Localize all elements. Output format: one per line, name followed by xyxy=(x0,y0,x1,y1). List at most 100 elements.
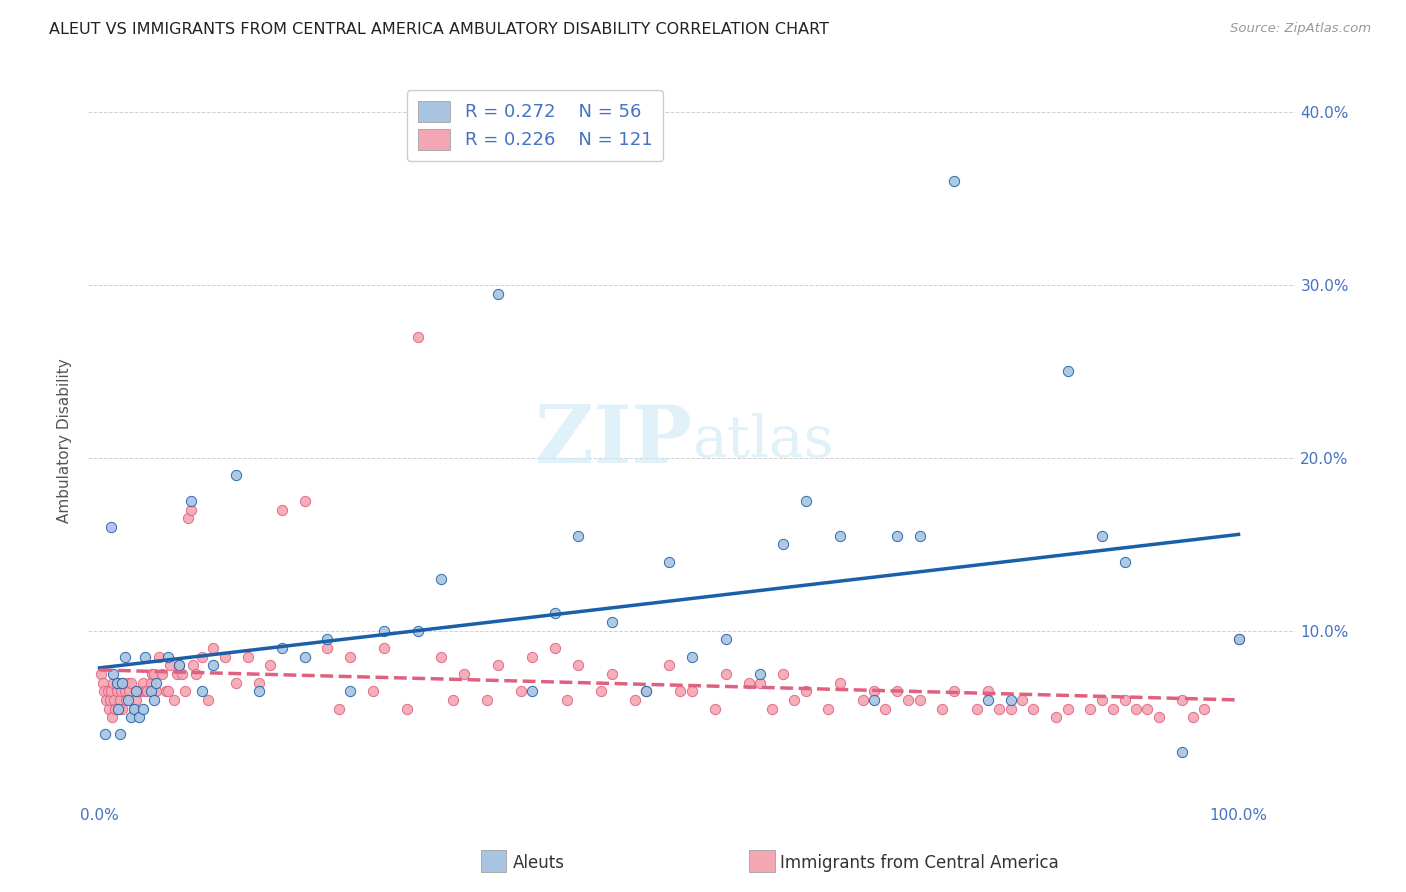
Point xyxy=(852,693,875,707)
Point xyxy=(156,649,179,664)
Point xyxy=(522,684,544,698)
Point xyxy=(145,684,167,698)
Point xyxy=(134,684,156,698)
Point xyxy=(105,675,128,690)
Point xyxy=(817,701,839,715)
Point xyxy=(155,684,177,698)
Point xyxy=(236,649,259,664)
Point xyxy=(114,649,136,664)
Point xyxy=(749,675,772,690)
Point xyxy=(134,649,156,664)
Point xyxy=(162,693,184,707)
Text: Aleuts: Aleuts xyxy=(513,855,565,872)
Point xyxy=(103,693,125,707)
Point xyxy=(136,684,159,698)
Point xyxy=(636,684,658,698)
Point xyxy=(97,701,120,715)
Point xyxy=(475,693,498,707)
Point xyxy=(166,667,188,681)
Point xyxy=(156,684,179,698)
Point xyxy=(1194,701,1216,715)
Point xyxy=(794,494,817,508)
Point xyxy=(589,684,612,698)
Point xyxy=(373,624,395,638)
Point xyxy=(108,727,131,741)
Point xyxy=(1080,701,1102,715)
Point xyxy=(1181,710,1204,724)
Point xyxy=(361,684,384,698)
Point xyxy=(270,502,292,516)
Point xyxy=(202,640,225,655)
Point xyxy=(863,693,886,707)
Point xyxy=(749,667,772,681)
Point xyxy=(114,693,136,707)
Text: ALEUT VS IMMIGRANTS FROM CENTRAL AMERICA AMBULATORY DISABILITY CORRELATION CHART: ALEUT VS IMMIGRANTS FROM CENTRAL AMERICA… xyxy=(49,22,830,37)
Point xyxy=(270,640,292,655)
Point xyxy=(886,684,908,698)
Point xyxy=(110,684,132,698)
Point xyxy=(169,658,191,673)
Point xyxy=(197,693,219,707)
Point xyxy=(1114,555,1136,569)
Text: atlas: atlas xyxy=(692,412,834,468)
Point xyxy=(942,684,965,698)
Point xyxy=(600,615,623,629)
Point xyxy=(1147,710,1170,724)
Point xyxy=(103,675,125,690)
Point xyxy=(486,286,509,301)
Point xyxy=(942,174,965,188)
Point xyxy=(681,649,703,664)
Point xyxy=(897,693,920,707)
Point xyxy=(1045,710,1067,724)
Point xyxy=(339,684,361,698)
Point xyxy=(510,684,533,698)
Point xyxy=(1022,701,1045,715)
Y-axis label: Ambulatory Disability: Ambulatory Disability xyxy=(58,359,72,523)
Text: Source: ZipAtlas.com: Source: ZipAtlas.com xyxy=(1230,22,1371,36)
Point xyxy=(908,528,931,542)
Text: Immigrants from Central America: Immigrants from Central America xyxy=(780,855,1059,872)
Point xyxy=(117,693,139,707)
Point xyxy=(169,658,191,673)
Point xyxy=(339,649,361,664)
Point xyxy=(544,607,567,621)
Legend: R = 0.272    N = 56, R = 0.226    N = 121: R = 0.272 N = 56, R = 0.226 N = 121 xyxy=(406,90,664,161)
Point xyxy=(107,701,129,715)
Point xyxy=(486,658,509,673)
Point xyxy=(191,649,214,664)
Point xyxy=(111,701,134,715)
Point xyxy=(225,675,247,690)
Point xyxy=(214,649,236,664)
Point xyxy=(430,649,453,664)
Point xyxy=(1091,693,1114,707)
Point xyxy=(396,701,419,715)
Point xyxy=(794,684,817,698)
Point xyxy=(91,675,114,690)
Point xyxy=(96,693,118,707)
Point xyxy=(181,658,204,673)
Point xyxy=(191,684,214,698)
Point xyxy=(738,675,761,690)
Point xyxy=(132,675,155,690)
Point xyxy=(544,640,567,655)
Point xyxy=(567,528,589,542)
Point xyxy=(132,701,155,715)
Point xyxy=(977,693,1000,707)
Point xyxy=(141,667,163,681)
Point xyxy=(108,701,131,715)
Point xyxy=(186,667,208,681)
Point xyxy=(148,649,170,664)
Point xyxy=(294,649,316,664)
Point xyxy=(125,684,148,698)
Point xyxy=(111,675,134,690)
Point xyxy=(408,624,430,638)
Point xyxy=(98,693,121,707)
Point xyxy=(977,684,1000,698)
Point xyxy=(328,701,350,715)
Point xyxy=(100,684,122,698)
Point xyxy=(408,330,430,344)
Point xyxy=(555,693,578,707)
Point xyxy=(259,658,281,673)
Point xyxy=(104,701,127,715)
Point xyxy=(139,684,162,698)
